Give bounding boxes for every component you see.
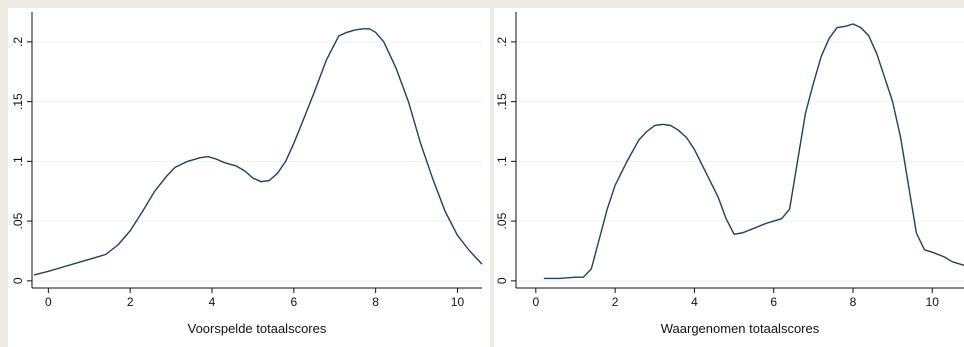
y-tick-label: .15 bbox=[495, 93, 509, 110]
x-tick-label: 8 bbox=[850, 295, 857, 309]
x-tick-label: 6 bbox=[770, 295, 777, 309]
y-tick-label: .15 bbox=[11, 93, 25, 110]
y-tick-label: 0 bbox=[11, 277, 25, 284]
x-tick-label: 10 bbox=[926, 295, 940, 309]
x-tick-label: 2 bbox=[612, 295, 619, 309]
x-tick-label: 0 bbox=[532, 295, 539, 309]
y-tick-label: .1 bbox=[495, 156, 509, 166]
x-tick-label: 10 bbox=[451, 295, 465, 309]
y-tick-label: .2 bbox=[11, 37, 25, 47]
x-axis-title: Voorspelde totaalscores bbox=[188, 321, 327, 336]
x-tick-label: 6 bbox=[290, 295, 297, 309]
chart-panel-right: 0 .05 .1 .15 .2 0 2 4 6 8 10 Waargenomen totaalscor… bbox=[494, 8, 964, 347]
y-tick-label: .05 bbox=[495, 212, 509, 229]
x-tick-label: 0 bbox=[45, 295, 52, 309]
x-tick-label: 4 bbox=[691, 295, 698, 309]
density-chart-right: 0 .05 .1 .15 .2 0 2 4 6 8 10 Waargenomen totaalscor… bbox=[495, 12, 964, 336]
y-tick-label: .2 bbox=[495, 37, 509, 47]
density-chart-left: 0 .05 .1 .15 .2 0 2 4 6 8 10 Voorspelde totaalscore… bbox=[11, 12, 483, 336]
y-tick-label: .05 bbox=[11, 212, 25, 229]
density-line bbox=[33, 28, 483, 276]
x-tick-label: 8 bbox=[372, 295, 379, 309]
x-tick-label: 2 bbox=[127, 295, 134, 309]
x-axis-title: Waargenomen totaalscores bbox=[661, 321, 820, 336]
x-tick-label: 4 bbox=[209, 295, 216, 309]
density-line bbox=[543, 23, 964, 280]
y-tick-label: 0 bbox=[495, 277, 509, 284]
y-tick-label: .1 bbox=[11, 156, 25, 166]
chart-panel-left: 0 .05 .1 .15 .2 0 2 4 6 8 10 Voorspelde totaalscore… bbox=[8, 8, 490, 347]
